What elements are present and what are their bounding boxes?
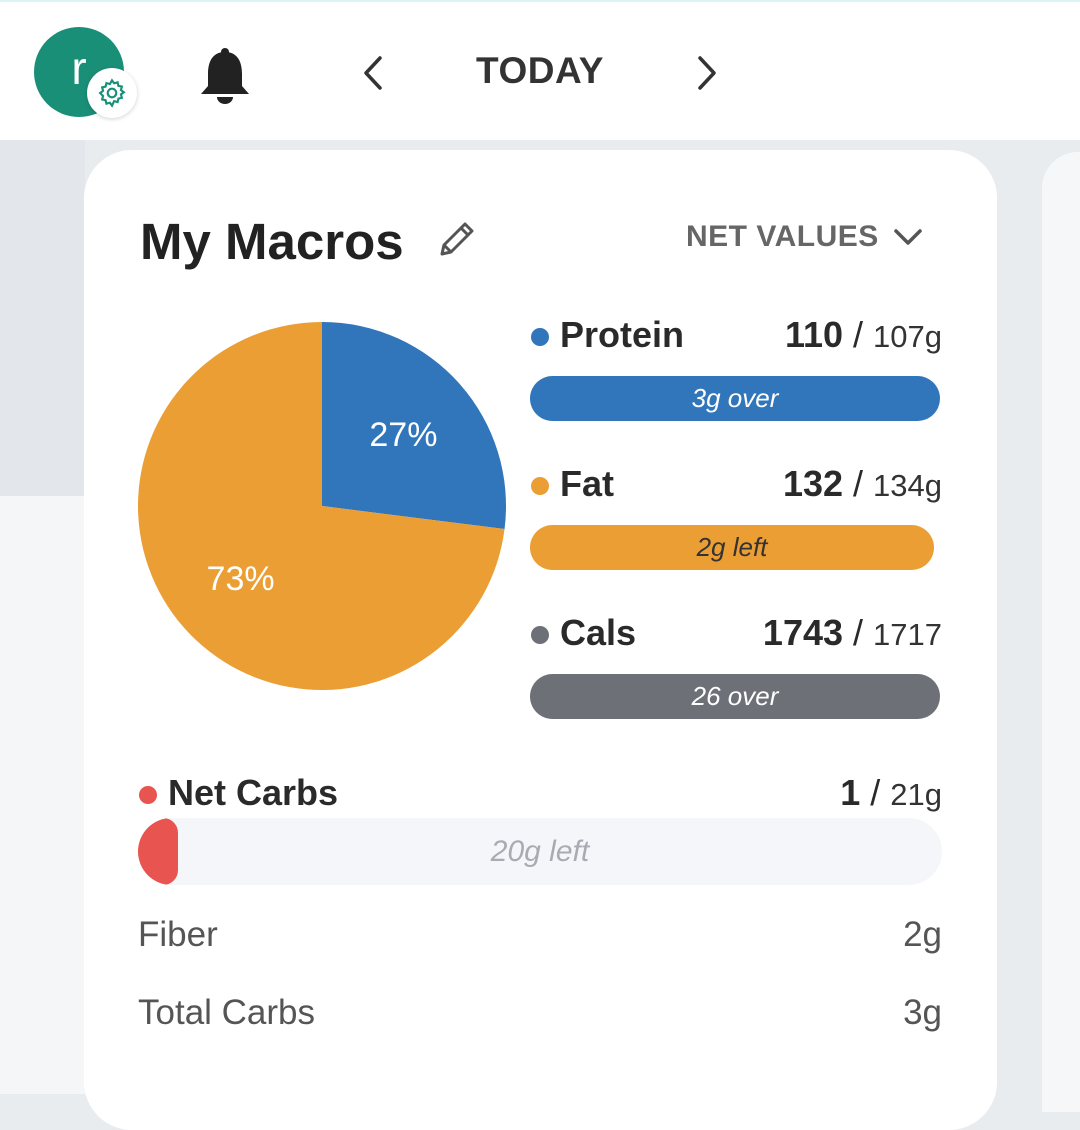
- gear-icon[interactable]: [87, 68, 137, 118]
- fiber-row: Fiber 2g: [138, 915, 942, 955]
- chevron-down-icon: [894, 229, 922, 245]
- macros-pie-chart: 27% 73%: [138, 322, 507, 690]
- pie-slice-protein: [322, 322, 507, 530]
- detail-label: Total Carbs: [138, 993, 316, 1032]
- detail-value: 3g: [903, 993, 942, 1032]
- card-title: My Macros: [140, 213, 404, 270]
- macro-name: Protein: [560, 314, 685, 355]
- macro-progress-bar: 26 over: [530, 674, 940, 719]
- background-panel: [0, 496, 85, 1094]
- macro-protein: Protein 110 / 107g 3g over: [530, 312, 942, 421]
- net-carbs-status: 20g left: [490, 835, 590, 868]
- macro-values: 110 / 107g: [784, 314, 942, 355]
- next-card-edge: [1042, 152, 1080, 1112]
- detail-label: Fiber: [138, 915, 218, 954]
- detail-value: 2g: [903, 915, 942, 954]
- protein-dot: [531, 328, 549, 346]
- cals-dot: [531, 626, 549, 644]
- macro-current: 132: [782, 463, 844, 504]
- macro-values: 1743 / 1717: [762, 612, 942, 653]
- bell-icon[interactable]: [196, 46, 254, 106]
- avatar-letter: r: [71, 42, 87, 94]
- macro-progress-bar: 3g over: [530, 376, 940, 421]
- macro-name: Fat: [560, 463, 614, 504]
- net-carbs-dot: [139, 786, 157, 804]
- pie-label-fat: 73%: [207, 560, 275, 598]
- macro-goal: 1717: [873, 617, 942, 652]
- date-label[interactable]: TODAY: [476, 50, 604, 91]
- macro-goal: 107g: [873, 319, 942, 354]
- chevron-left-icon[interactable]: [358, 54, 388, 92]
- fat-dot: [531, 477, 549, 495]
- macro-cals: Cals 1743 / 1717 26 over: [530, 610, 942, 719]
- macro-current: 110: [784, 314, 844, 355]
- net-values-label: NET VALUES: [686, 220, 879, 253]
- chevron-right-icon[interactable]: [692, 54, 722, 92]
- previous-card-edge: [0, 140, 85, 496]
- pie-slice-fat: [138, 322, 505, 690]
- pie-label-protein: 27%: [369, 416, 437, 454]
- top-bar: r TODAY: [0, 0, 1080, 140]
- net-carbs-goal: 21g: [890, 777, 942, 812]
- macro-progress-bar: 2g left: [530, 525, 934, 570]
- macro-name: Cals: [560, 612, 637, 653]
- net-carbs-name: Net Carbs: [168, 772, 339, 813]
- macro-goal: 134g: [873, 468, 942, 503]
- macro-values: 132 / 134g: [782, 463, 942, 504]
- macro-fat: Fat 132 / 134g 2g left: [530, 461, 942, 570]
- net-values-dropdown[interactable]: NET VALUES: [686, 220, 923, 254]
- total-carbs-row: Total Carbs 3g: [138, 993, 942, 1033]
- net-carbs-progress-fill: [138, 818, 178, 885]
- pencil-icon[interactable]: [434, 216, 480, 262]
- macro-current: 1743: [762, 612, 844, 653]
- net-carbs-progress-track: 20g left: [138, 818, 942, 885]
- net-carbs-row: Net Carbs 1 / 21g 20g left: [138, 770, 942, 885]
- net-carbs-current: 1: [840, 772, 861, 813]
- macros-card: My Macros NET VALUES 27% 73% Protein 110 …: [84, 150, 997, 1130]
- net-carbs-values: 1 / 21g: [840, 772, 942, 813]
